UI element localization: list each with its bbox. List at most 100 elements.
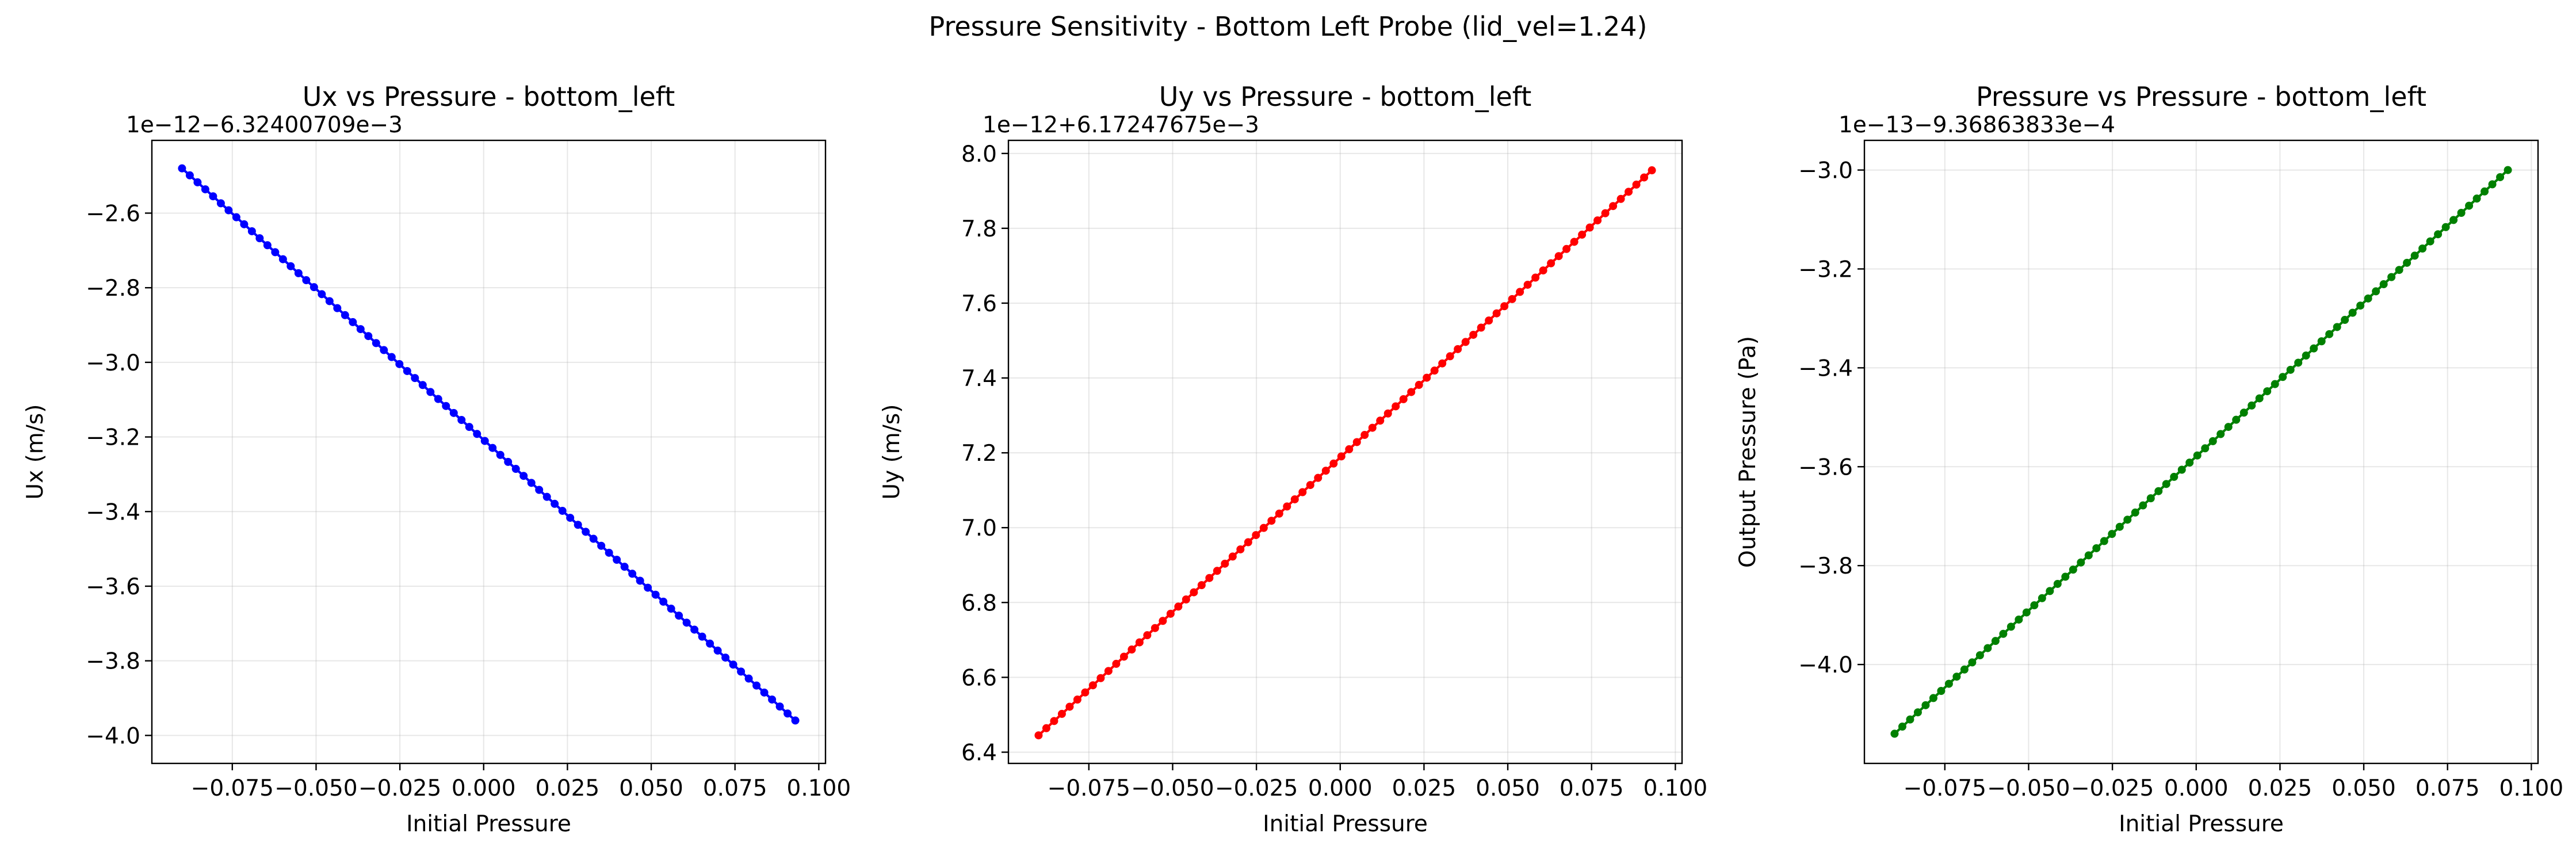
data-point: [1415, 381, 1423, 389]
data-point: [209, 192, 217, 201]
data-point: [2092, 544, 2101, 552]
data-point: [356, 325, 365, 334]
data-point: [1135, 638, 1144, 647]
data-point: [706, 639, 714, 648]
data-point: [698, 632, 706, 641]
data-point: [1648, 166, 1656, 175]
data-point: [682, 618, 691, 627]
data-point: [1461, 338, 1470, 346]
x-axis-label: Initial Pressure: [2119, 811, 2284, 837]
data-point: [1213, 567, 1221, 575]
data-point: [449, 408, 458, 417]
data-point: [1345, 445, 1354, 453]
x-tick-label: 0.075: [2416, 775, 2480, 801]
data-point: [1290, 495, 1299, 503]
y-tick-label: −3.4: [1798, 356, 1853, 381]
x-tick-label: 0.050: [2332, 775, 2396, 801]
data-point: [729, 660, 737, 669]
data-point: [2170, 472, 2178, 481]
data-point: [178, 164, 186, 173]
data-point: [2030, 601, 2039, 610]
data-point: [325, 297, 334, 305]
data-point: [2310, 344, 2318, 353]
data-point: [2279, 373, 2287, 381]
data-point: [2022, 608, 2031, 617]
x-tick-label: −0.050: [274, 775, 357, 801]
data-point: [1438, 359, 1447, 368]
data-point: [1960, 665, 1969, 674]
chart-title: Uy vs Pressure - bottom_left: [1159, 81, 1531, 112]
data-point: [1913, 708, 1922, 717]
x-tick-label: 0.100: [1644, 775, 1708, 801]
y-tick-label: −2.8: [86, 276, 140, 301]
data-point: [1159, 617, 1167, 625]
data-point: [309, 283, 318, 292]
data-point: [2317, 337, 2326, 346]
data-point: [1252, 531, 1260, 540]
y-tick-label: −3.4: [86, 499, 140, 525]
x-tick-label: 0.075: [703, 775, 767, 801]
x-tick-label: 0.100: [787, 775, 851, 801]
data-point: [768, 695, 777, 704]
data-point: [1423, 373, 1431, 382]
data-point: [1034, 731, 1043, 740]
data-point: [2410, 251, 2419, 260]
data-point: [511, 465, 520, 473]
data-point: [791, 716, 800, 725]
x-tick-label: 0.025: [1392, 775, 1457, 801]
data-point: [2387, 273, 2396, 281]
chart-panel-3: −0.075 −0.050 −0.025 0.000 0.025 0.050 0.075 0.…: [1735, 81, 2563, 837]
data-point: [519, 472, 528, 480]
data-point: [2239, 408, 2248, 417]
data-point: [2325, 330, 2334, 338]
data-point: [2069, 566, 2077, 574]
data-point: [1469, 330, 1478, 339]
data-point: [1485, 316, 1493, 325]
data-point: [574, 521, 582, 529]
data-point: [2015, 615, 2023, 624]
data-point: [775, 702, 784, 711]
data-point: [620, 563, 629, 571]
data-point: [2201, 444, 2210, 453]
data-point: [1321, 467, 1330, 475]
data-point: [2403, 258, 2411, 267]
data-point: [1368, 423, 1377, 432]
data-point: [1197, 581, 1206, 590]
y-offset-text: 1e−13−9.36863833e−4: [1839, 112, 2115, 138]
x-tick-label: 0.000: [1308, 775, 1373, 801]
x-tick-label: 0.050: [1476, 775, 1540, 801]
data-point: [457, 416, 466, 425]
data-point: [442, 402, 450, 410]
data-point: [667, 605, 675, 613]
data-point: [1492, 309, 1501, 318]
chart-title: Ux vs Pressure - bottom_left: [303, 81, 675, 112]
data-point: [1119, 652, 1128, 661]
data-point: [2177, 465, 2186, 474]
y-tick-label: −3.8: [1798, 553, 1853, 579]
data-point: [551, 499, 559, 508]
data-point: [1890, 729, 1899, 738]
data-point: [232, 213, 240, 221]
axes-frame: [1863, 139, 2539, 765]
data-point: [2006, 622, 2015, 631]
data-point: [294, 269, 303, 277]
data-point: [504, 457, 513, 466]
data-point: [2208, 437, 2217, 445]
data-point: [651, 590, 660, 599]
x-tick-label: −0.050: [1987, 775, 2070, 801]
data-point: [349, 318, 357, 326]
data-point: [2379, 280, 2388, 289]
data-point: [434, 395, 442, 403]
data-point: [713, 646, 722, 655]
data-point: [473, 430, 481, 438]
data-point: [1190, 588, 1198, 597]
data-point: [395, 360, 404, 368]
data-point: [1625, 188, 1633, 196]
chart-panel-1: −0.075 −0.050 −0.025 0.000 0.025 0.050 0.075 0.…: [22, 81, 851, 837]
data-point: [333, 304, 342, 312]
y-offset-text: 1e−12−6.32400709e−3: [126, 112, 403, 138]
data-point: [372, 339, 380, 347]
data-point: [597, 541, 606, 550]
y-tick-label: −4.0: [1798, 652, 1853, 678]
